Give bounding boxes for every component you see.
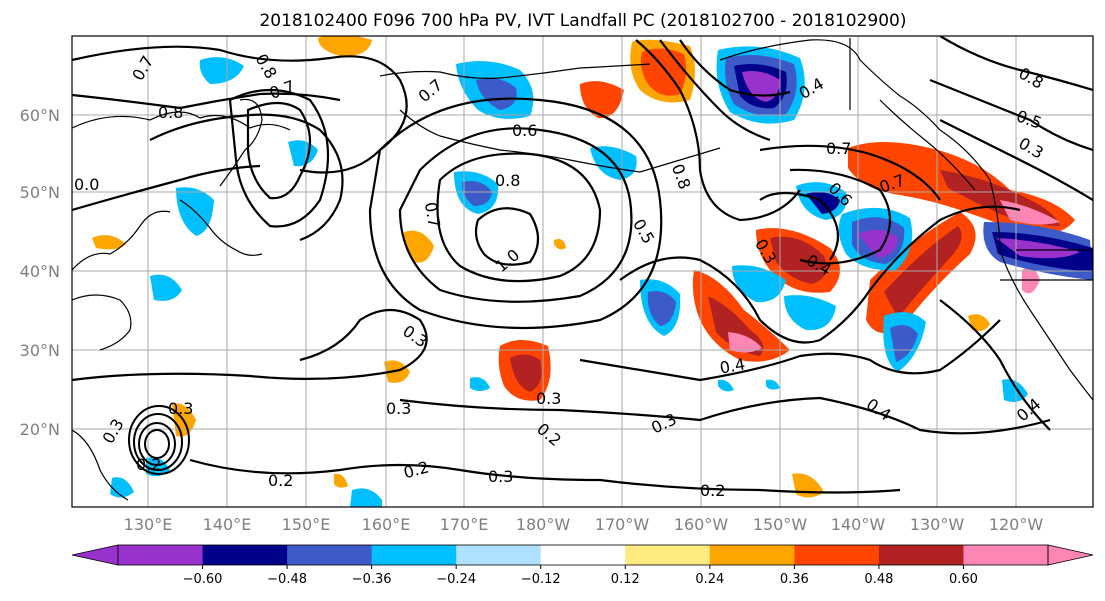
colorbar-tick-label: 0.60	[949, 572, 978, 587]
colorbar-segment	[878, 545, 964, 565]
colorbar-tick-label: 0.36	[780, 572, 809, 587]
lat-label: 40°N	[20, 262, 60, 281]
graticule	[72, 36, 1093, 507]
lon-label: 170°W	[595, 515, 650, 534]
lon-label: 120°W	[989, 515, 1044, 534]
colorbar-segment	[456, 545, 542, 565]
lon-label: 170°E	[440, 515, 489, 534]
lat-label: 50°N	[20, 183, 60, 202]
lon-label: 160°W	[674, 515, 729, 534]
lat-label: 20°N	[20, 420, 60, 439]
lat-label: 60°N	[20, 106, 60, 125]
colorbar-segment	[794, 545, 880, 565]
contour-label: 0.7	[826, 139, 851, 158]
colorbar-segment	[118, 545, 204, 565]
lon-label: 180°W	[516, 515, 571, 534]
pv-contours	[72, 36, 1093, 494]
lon-label: 130°E	[124, 515, 173, 534]
colorbar-outline	[117, 544, 1049, 566]
colorbar-segment	[963, 545, 1049, 565]
contour-label: 0.6	[512, 121, 537, 140]
contour-label: 0.0	[74, 175, 99, 194]
colorbar-tick-label: −0.12	[521, 572, 561, 587]
colorbar-tick-label: 0.48	[864, 572, 893, 587]
colorbar-tick-label: −0.36	[352, 572, 392, 587]
lon-label: 140°W	[831, 515, 886, 534]
colorbar-extend-left	[71, 544, 119, 566]
contour-label: 0.8	[158, 103, 183, 122]
lon-label: 150°W	[753, 515, 808, 534]
contour-label: 0.3	[386, 399, 411, 418]
longitude-labels: 130°E 140°E 150°E 160°E 170°E 180°W 170°…	[124, 515, 1044, 534]
lon-label: 160°E	[362, 515, 411, 534]
contour-label: 0.4	[718, 354, 746, 377]
colorbar-segment	[625, 545, 711, 565]
colorbar-tick-label: −0.24	[436, 572, 476, 587]
colorbar-segment	[540, 545, 626, 565]
colorbar-tick-label: 0.12	[611, 572, 640, 587]
colorbar-tick-label: −0.48	[267, 572, 307, 587]
lon-label: 150°E	[282, 515, 331, 534]
colorbar-extend-right	[1047, 544, 1094, 566]
contour-label: 0.3	[168, 399, 193, 418]
contour-label: 0.2	[268, 471, 293, 490]
colorbar: −0.60 −0.48 −0.36 −0.24 −0.12 0.12 0.24 0.36 0.4…	[71, 544, 1094, 587]
colorbar-segment	[202, 545, 288, 565]
lat-label: 30°N	[20, 341, 60, 360]
contour-label: 0.2	[136, 455, 161, 474]
map-frame	[71, 35, 1094, 508]
coastlines	[72, 38, 1093, 501]
typhoon-contours	[128, 405, 190, 475]
contour-label: 0.7	[421, 201, 444, 229]
colorbar-segment	[371, 545, 457, 565]
contour-label: 0.3	[536, 389, 561, 408]
colorbar-tick-label: −0.60	[183, 572, 223, 587]
contour-label: 0.8	[495, 171, 520, 190]
map-title: 2018102400 F096 700 hPa PV, IVT Landfall…	[259, 11, 906, 31]
colorbar-segment	[709, 545, 795, 565]
colorbar-tick-label: 0.24	[695, 572, 724, 587]
lon-label: 130°W	[910, 515, 965, 534]
contour-label: 0.2	[700, 481, 725, 500]
latitude-labels: 60°N 50°N 40°N 30°N 20°N	[20, 106, 60, 439]
contour-label: 0.3	[488, 467, 513, 486]
lon-label: 140°E	[203, 515, 252, 534]
colorbar-segment	[287, 545, 373, 565]
